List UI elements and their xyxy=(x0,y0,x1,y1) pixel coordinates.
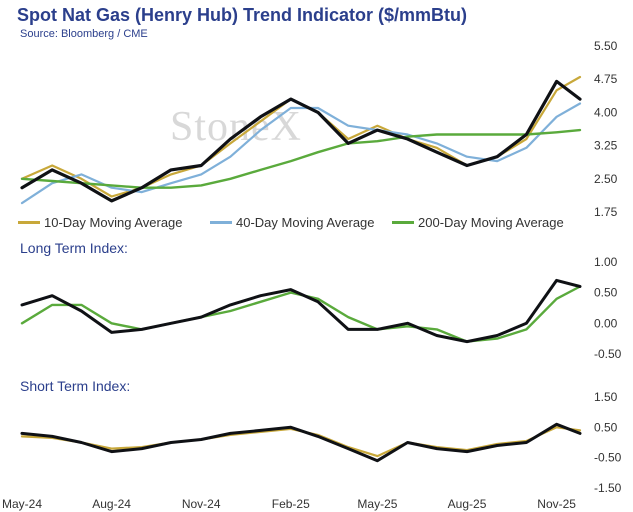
short-ytick-label: 0.50 xyxy=(594,420,618,434)
long-ytick-label: 0.00 xyxy=(594,316,618,330)
legend-ma200: 200-Day Moving Average xyxy=(392,215,564,230)
legend-ma200-label: 200-Day Moving Average xyxy=(418,215,564,230)
price-price-line xyxy=(20,79,582,203)
short-ytick-label: -0.50 xyxy=(594,451,622,465)
price-ytick-label: 3.25 xyxy=(594,139,618,153)
long-ytick-label: 0.50 xyxy=(594,286,618,300)
long-ytick-label: 1.00 xyxy=(594,255,618,269)
xtick-label: Nov-25 xyxy=(537,497,576,511)
xtick-label: May-25 xyxy=(357,497,397,511)
long-ytick-label: -0.50 xyxy=(594,347,622,361)
xtick-label: Aug-25 xyxy=(448,497,487,511)
short-term-index-label: Short Term Index: xyxy=(20,378,131,394)
price-ma200-line xyxy=(20,128,582,189)
legend-ma10: 10-Day Moving Average xyxy=(18,215,183,230)
xtick-label: May-24 xyxy=(2,497,42,511)
xtick-label: Aug-24 xyxy=(92,497,131,511)
legend-ma10-swatch xyxy=(18,221,40,224)
price-ytick-label: 5.50 xyxy=(594,39,618,53)
short-ytick-label: 1.50 xyxy=(594,390,618,404)
price-ytick-label: 4.00 xyxy=(594,105,618,119)
chart-source: Source: Bloomberg / CME xyxy=(20,28,148,40)
legend-ma40-label: 40-Day Moving Average xyxy=(236,215,375,230)
xtick-label: Nov-24 xyxy=(182,497,221,511)
legend-ma200-swatch xyxy=(392,221,414,224)
short-short_index-line xyxy=(20,422,582,463)
watermark-logo: StoneX xyxy=(170,104,302,150)
legend-ma40-swatch xyxy=(210,221,232,224)
short-ytick-label: -1.50 xyxy=(594,481,622,495)
price-ma10-line xyxy=(20,75,582,198)
legend-ma10-label: 10-Day Moving Average xyxy=(44,215,183,230)
price-ytick-label: 2.50 xyxy=(594,172,618,186)
chart-legend: 10-Day Moving Average 40-Day Moving Aver… xyxy=(0,215,633,233)
long-term-index-label: Long Term Index: xyxy=(20,240,128,256)
long-long_index-line xyxy=(20,278,582,344)
legend-ma40: 40-Day Moving Average xyxy=(210,215,375,230)
xtick-label: Feb-25 xyxy=(272,497,310,511)
chart-title: Spot Nat Gas (Henry Hub) Trend Indicator… xyxy=(17,5,468,25)
price-ytick-label: 1.75 xyxy=(594,205,618,219)
price-ma40-line xyxy=(20,102,582,205)
price-ytick-label: 4.75 xyxy=(594,72,618,86)
